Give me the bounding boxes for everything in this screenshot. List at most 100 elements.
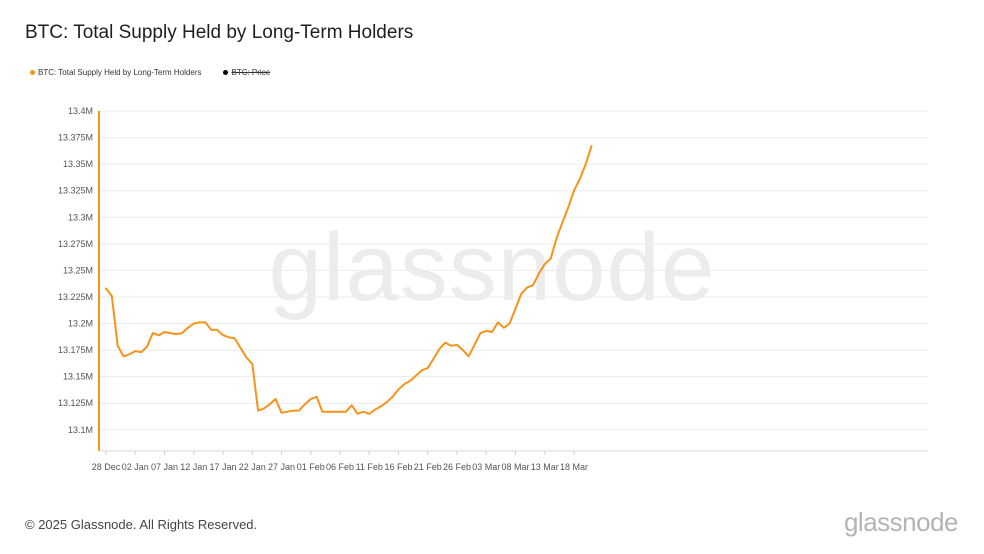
data-point	[274, 398, 276, 400]
data-point	[520, 293, 522, 295]
data-point	[456, 344, 458, 346]
data-point	[187, 327, 189, 329]
y-tick-label: 13.125M	[58, 398, 93, 408]
data-point	[432, 357, 434, 359]
legend-item-lth-supply[interactable]: BTC: Total Supply Held by Long-Term Hold…	[30, 68, 201, 77]
x-tick-label: 27 Jan	[268, 462, 295, 472]
y-tick-label: 13.4M	[68, 106, 93, 116]
grid-lines	[99, 110, 928, 431]
data-point	[234, 337, 236, 339]
data-point	[579, 178, 581, 180]
y-tick-label: 13.1M	[68, 425, 93, 435]
data-point	[403, 383, 405, 385]
x-tick-label: 18 Mar	[560, 462, 588, 472]
chart-legend: BTC: Total Supply Held by Long-Term Hold…	[30, 68, 270, 77]
data-point	[485, 330, 487, 332]
data-point	[152, 332, 154, 334]
x-tick-label: 03 Mar	[472, 462, 500, 472]
data-point	[391, 396, 393, 398]
legend-label: BTC: Total Supply Held by Long-Term Hold…	[38, 68, 202, 77]
data-point	[263, 407, 265, 409]
data-point	[146, 346, 148, 348]
series-layer	[105, 145, 593, 415]
data-point	[585, 163, 587, 165]
data-point	[122, 355, 124, 357]
data-point	[345, 411, 347, 413]
data-point	[462, 349, 464, 351]
data-point	[415, 374, 417, 376]
y-tick-label: 13.35M	[63, 159, 93, 169]
data-point	[526, 286, 528, 288]
data-point	[140, 351, 142, 353]
x-tick-label: 16 Feb	[384, 462, 412, 472]
y-tick-label: 13.325M	[58, 186, 93, 196]
data-point	[368, 413, 370, 415]
brand-logo[interactable]: glassnode	[843, 507, 959, 537]
data-point	[339, 411, 341, 413]
data-point	[105, 287, 107, 289]
legend-item-btc-price[interactable]: BTC: Price	[223, 68, 270, 77]
y-tick-label: 13.375M	[58, 133, 93, 143]
data-point	[128, 353, 130, 355]
x-tick-label: 13 Mar	[531, 462, 559, 472]
y-tick-label: 13.3M	[68, 212, 93, 222]
data-point	[450, 345, 452, 347]
data-point	[310, 398, 312, 400]
data-point	[204, 321, 206, 323]
data-point	[362, 411, 364, 413]
x-tick-label: 22 Jan	[239, 462, 266, 472]
data-point	[228, 336, 230, 338]
data-point	[251, 363, 253, 365]
data-point	[508, 322, 510, 324]
data-point	[438, 348, 440, 350]
data-point	[158, 334, 160, 336]
data-point	[111, 295, 113, 297]
data-point	[298, 409, 300, 411]
x-tick-label: 07 Jan	[151, 462, 178, 472]
data-point	[315, 396, 317, 398]
data-point	[175, 333, 177, 335]
data-point	[163, 331, 165, 333]
x-tick-label: 06 Feb	[326, 462, 354, 472]
y-tick-label: 13.2M	[68, 319, 93, 329]
data-point	[479, 332, 481, 334]
data-point	[292, 409, 294, 411]
data-point	[491, 331, 493, 333]
data-point	[514, 307, 516, 309]
data-point	[169, 332, 171, 334]
data-point	[198, 321, 200, 323]
data-point	[561, 221, 563, 223]
data-point	[573, 190, 575, 192]
legend-label: BTC: Price	[231, 68, 271, 77]
data-point	[269, 403, 271, 405]
data-point	[304, 403, 306, 405]
data-point	[497, 321, 499, 323]
data-point	[327, 411, 329, 413]
y-tick-label: 13.15M	[63, 372, 93, 382]
data-point	[503, 327, 505, 329]
data-point	[421, 369, 423, 371]
data-point	[444, 341, 446, 343]
x-tick-label: 12 Jan	[180, 462, 207, 472]
data-point	[380, 405, 382, 407]
data-point	[555, 237, 557, 239]
x-tick-label: 08 Mar	[501, 462, 529, 472]
data-point	[386, 401, 388, 403]
data-point	[590, 145, 592, 147]
data-point	[374, 408, 376, 410]
x-tick-label: 21 Feb	[414, 462, 442, 472]
data-point	[193, 322, 195, 324]
series-line	[105, 145, 593, 415]
data-point	[245, 356, 247, 358]
x-axis: 28 Dec 02 Jan 07 Jan 12 Jan 17 Jan 22 Jan 27 J…	[92, 450, 928, 472]
y-tick-label: 13.175M	[58, 345, 93, 355]
data-point	[280, 412, 282, 414]
data-point	[532, 284, 534, 286]
y-tick-label: 13.225M	[58, 292, 93, 302]
data-point	[538, 272, 540, 274]
data-point	[356, 413, 358, 415]
data-point	[181, 332, 183, 334]
data-point	[239, 347, 241, 349]
data-point	[117, 345, 119, 347]
